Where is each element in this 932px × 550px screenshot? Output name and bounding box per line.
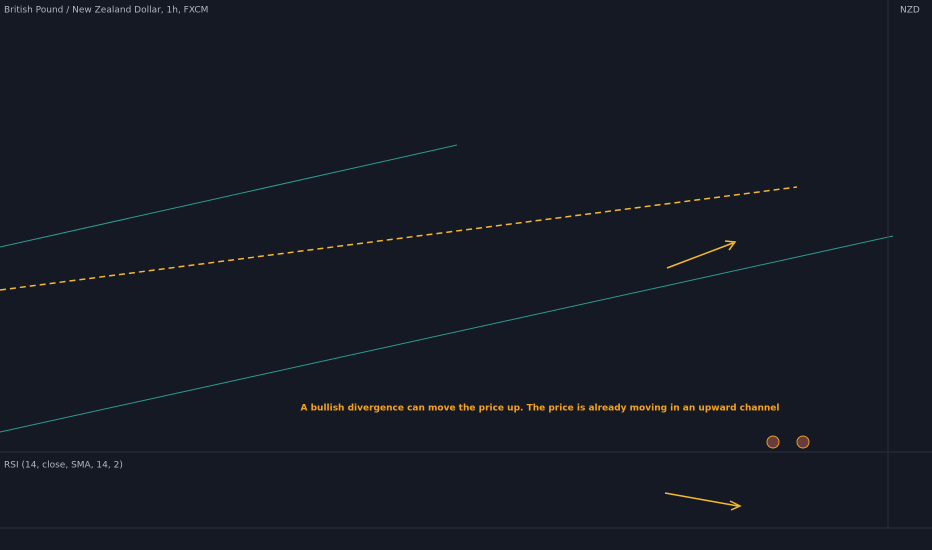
rsi-divergence-arrow-head (729, 500, 742, 511)
drawings (0, 144, 894, 511)
currency-label: NZD (900, 6, 920, 16)
chart-title: British Pound / New Zealand Dollar, 1h, … (4, 6, 208, 16)
channel-upper-line (0, 144, 458, 248)
labels-layer: British Pound / New Zealand Dollar, 1h, … (4, 6, 920, 471)
annotation: A bullish divergence can move the price … (301, 404, 780, 414)
divergence-arrow (666, 242, 734, 269)
rsi-title: RSI (14, close, SMA, 14, 2) (4, 461, 123, 471)
event-icon[interactable] (796, 435, 810, 449)
rsi-divergence-arrow (664, 492, 739, 507)
event-icon[interactable] (766, 435, 780, 449)
resistance-dashed-line (0, 186, 798, 291)
divergence-arrow-head (724, 240, 737, 251)
channel-lower-line (0, 235, 894, 433)
